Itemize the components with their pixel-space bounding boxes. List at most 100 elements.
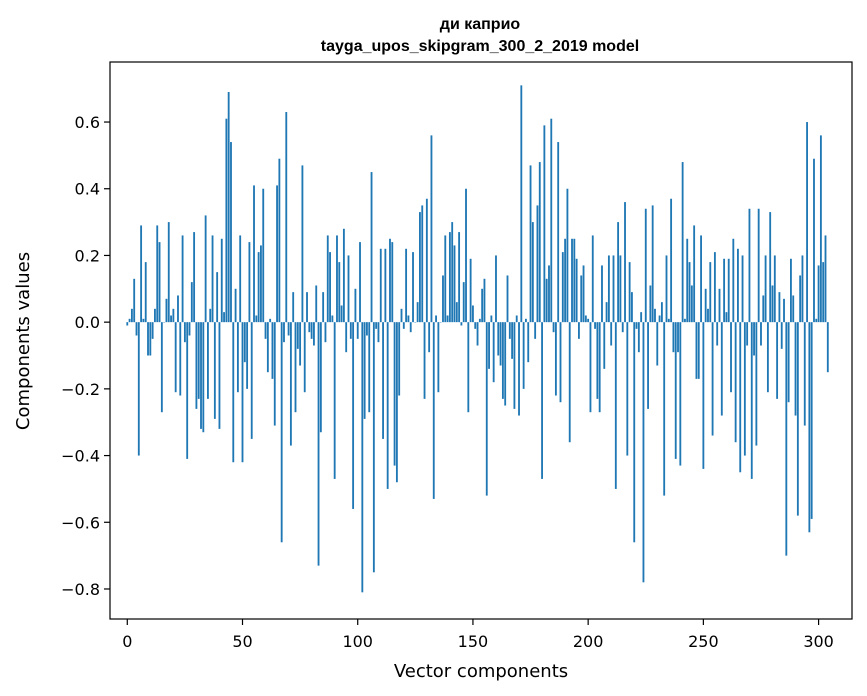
bar-231	[658, 315, 661, 323]
bar-6	[140, 225, 143, 323]
bar-93	[340, 305, 343, 323]
bar-96	[347, 255, 350, 323]
bar-99	[354, 288, 357, 323]
bar-293	[801, 255, 804, 323]
bar-176	[531, 222, 534, 323]
bar-262	[730, 322, 732, 393]
bar-77	[303, 322, 306, 393]
bar-297	[810, 322, 813, 519]
bar-301	[819, 135, 822, 323]
bar-203	[594, 322, 596, 329]
bar-141	[451, 222, 454, 323]
bar-37	[211, 235, 214, 323]
bar-158	[490, 315, 493, 323]
bar-162	[499, 322, 502, 366]
bar-131	[428, 322, 431, 353]
bar-41	[220, 238, 223, 323]
y-tick-label-0: −0.8	[61, 580, 100, 599]
bar-67	[280, 322, 283, 543]
bar-295	[806, 122, 808, 323]
bar-128	[421, 205, 424, 323]
bar-83	[317, 322, 320, 566]
bar-183	[548, 265, 550, 323]
bar-97	[349, 322, 352, 339]
bar-42	[223, 312, 225, 323]
chart-title-line-2: tayga_upos_skipgram_300_2_2019 model	[321, 38, 639, 55]
bar-56	[255, 315, 258, 323]
bar-256	[716, 322, 719, 346]
bar-101	[359, 242, 361, 323]
bar-142	[453, 245, 456, 323]
bar-254	[711, 322, 714, 436]
bar-202	[591, 235, 594, 323]
bar-149	[469, 258, 472, 323]
bar-258	[720, 322, 723, 416]
bar-269	[746, 322, 749, 346]
bar-274	[757, 208, 760, 323]
bar-179	[538, 162, 541, 323]
bar-290	[794, 322, 797, 416]
bar-27	[188, 322, 191, 336]
bar-238	[674, 322, 677, 459]
bar-48	[236, 322, 239, 393]
bar-255	[713, 252, 716, 323]
bar-234	[665, 255, 668, 323]
bar-268	[743, 322, 746, 456]
bar-253	[709, 262, 712, 323]
bar-108	[375, 322, 378, 329]
bar-208	[605, 302, 608, 323]
bar-263	[732, 238, 735, 323]
bar-157	[488, 322, 490, 369]
bar-7	[142, 318, 145, 323]
bar-281	[773, 255, 776, 323]
bar-92	[338, 262, 341, 323]
bar-74	[296, 322, 299, 349]
bar-66	[278, 158, 281, 323]
bar-296	[808, 322, 811, 533]
bar-197	[580, 275, 583, 323]
bar-71	[289, 322, 292, 446]
bar-236	[670, 198, 673, 323]
bar-181	[543, 125, 546, 323]
bar-300	[817, 265, 820, 323]
bar-225	[644, 208, 647, 323]
bar-243	[686, 238, 689, 323]
bar-35	[207, 322, 209, 399]
bar-114	[389, 238, 391, 323]
bar-229	[654, 308, 656, 323]
bar-201	[589, 322, 592, 413]
bar-54	[250, 322, 253, 439]
bar-192	[568, 322, 571, 443]
bar-282	[776, 322, 779, 399]
bar-277	[764, 255, 767, 323]
bar-25	[183, 322, 186, 343]
y-tick-label-1: −0.6	[61, 513, 100, 532]
bar-124	[412, 252, 414, 323]
bar-216	[624, 202, 626, 323]
bar-270	[748, 208, 751, 323]
bar-49	[239, 235, 242, 323]
bar-180	[541, 322, 543, 479]
bar-76	[301, 165, 304, 323]
bar-130	[425, 198, 428, 323]
bar-207	[603, 322, 606, 369]
bar-230	[656, 322, 659, 366]
bar-84	[319, 322, 322, 433]
bar-61	[266, 322, 269, 373]
bar-220	[633, 322, 636, 543]
bar-147	[465, 188, 467, 323]
bar-40	[218, 322, 221, 429]
bar-2	[130, 308, 133, 323]
bar-111	[382, 322, 384, 439]
bar-271	[750, 322, 753, 479]
bar-9	[147, 322, 149, 356]
bar-153	[478, 318, 481, 323]
bar-200	[587, 318, 590, 323]
bar-247	[695, 322, 698, 379]
bar-65	[276, 185, 278, 323]
bar-278	[766, 322, 769, 393]
bar-167	[511, 322, 514, 359]
bar-205	[598, 322, 601, 413]
bar-70	[287, 322, 290, 336]
bar-261	[727, 258, 730, 323]
